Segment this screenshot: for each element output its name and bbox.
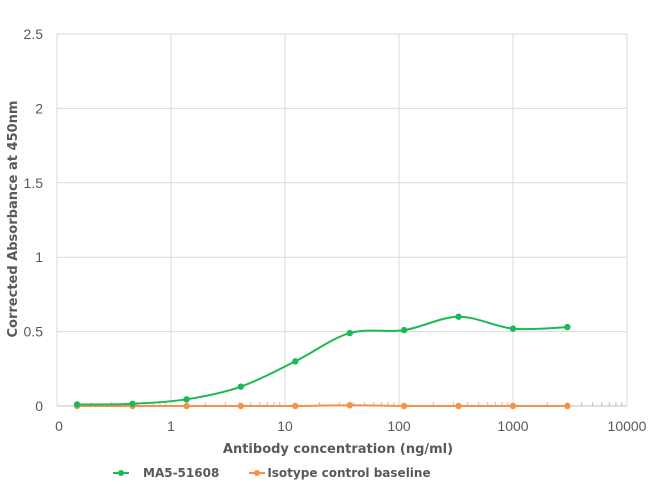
data-point xyxy=(237,402,245,410)
data-point xyxy=(400,402,408,410)
data-point xyxy=(183,402,190,410)
data-point xyxy=(564,402,571,410)
gridlines xyxy=(56,33,628,407)
legend-label: MA5-51608 xyxy=(143,466,220,480)
y-tick-label: 2.5 xyxy=(24,26,44,42)
green-line-marker-icon xyxy=(113,468,129,478)
x-axis-title: Antibody concentration (ng/ml) xyxy=(223,442,453,457)
data-point xyxy=(183,396,190,403)
x-tick-label: 1000 xyxy=(497,418,528,434)
data-point xyxy=(73,401,81,408)
legend-item-isotype-control: Isotype control baseline xyxy=(249,466,431,480)
series-ma5-51608 xyxy=(73,313,571,408)
legend-label: Isotype control baseline xyxy=(267,466,431,480)
y-axis-ticks: 0 0.5 1 1.5 2 2.5 xyxy=(24,26,44,414)
y-tick-label: 0.5 xyxy=(24,324,44,340)
x-tick-label: 1 xyxy=(167,418,175,434)
data-point xyxy=(129,400,136,407)
legend: MA5-51608 Isotype control baseline xyxy=(113,466,431,480)
orange-line-marker-icon xyxy=(249,468,266,478)
y-tick-label: 2 xyxy=(35,100,43,116)
x-tick-label: 100 xyxy=(387,418,411,434)
y-tick-label: 0 xyxy=(35,398,43,414)
x-tick-label: 10 xyxy=(277,418,293,434)
data-point xyxy=(509,402,517,410)
y-tick-label: 1.5 xyxy=(24,175,44,191)
data-point xyxy=(292,402,299,410)
data-point xyxy=(346,329,353,337)
data-point xyxy=(292,358,299,365)
data-point xyxy=(237,383,245,390)
series-isotype-control xyxy=(73,402,571,410)
data-point xyxy=(455,402,462,410)
data-point xyxy=(400,326,408,334)
legend-item-ma5-51608: MA5-51608 xyxy=(113,466,231,480)
y-axis-title: Corrected Absorbance at 450nm xyxy=(6,101,21,338)
data-point xyxy=(455,313,462,320)
data-point xyxy=(509,325,517,332)
x-tick-label: 10000 xyxy=(608,418,647,434)
data-series xyxy=(73,313,571,410)
data-point xyxy=(346,402,353,409)
y-tick-label: 1 xyxy=(35,249,43,265)
x-axis-ticks: 0 1 10 100 1000 10000 xyxy=(55,418,647,434)
x-tick-label: 0 xyxy=(55,418,63,434)
data-point xyxy=(564,323,571,331)
